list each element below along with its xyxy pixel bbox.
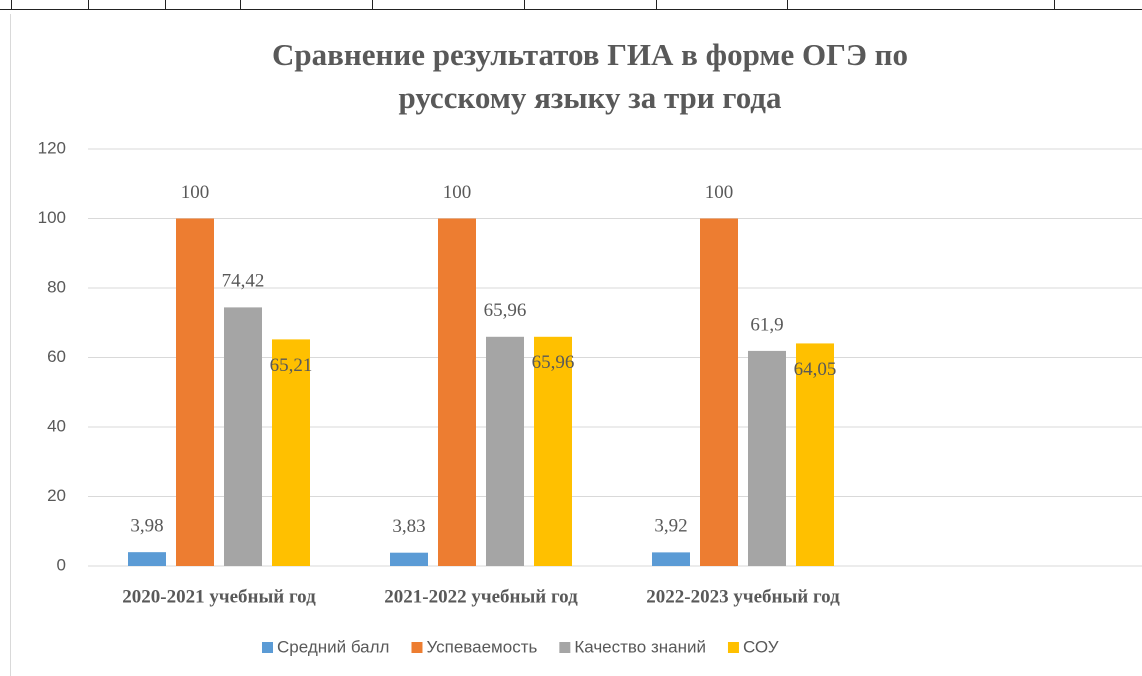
legend-label: СОУ (743, 637, 779, 656)
chart-title: Сравнение результатов ГИА в форме ОГЭ по (272, 37, 908, 72)
data-label: 3,92 (654, 516, 687, 537)
y-tick-label: 40 (47, 416, 66, 435)
legend-swatch (411, 642, 423, 653)
table-border (0, 0, 1142, 10)
y-tick-label: 120 (38, 138, 66, 157)
bar (176, 218, 214, 566)
x-tick-label: 2022-2023 учебный год (646, 586, 840, 607)
data-label: 65,96 (484, 300, 527, 321)
bar (700, 218, 738, 566)
bar (224, 307, 262, 566)
legend-label: Качество знаний (574, 637, 706, 656)
bar (652, 552, 690, 566)
x-tick-label: 2021-2022 учебный год (384, 586, 578, 607)
data-label: 3,98 (130, 516, 163, 537)
chart-title: русскому языку за три года (399, 80, 782, 115)
legend-label: Средний балл (277, 637, 389, 656)
data-label: 100 (705, 182, 734, 203)
bar (272, 339, 310, 566)
x-tick-label: 2020-2021 учебный год (122, 586, 316, 607)
bar (796, 343, 834, 566)
y-tick-label: 0 (57, 555, 66, 574)
data-label: 65,21 (270, 355, 313, 376)
bar (534, 336, 572, 566)
data-label: 65,96 (532, 352, 575, 373)
bar (128, 552, 166, 566)
bar (438, 218, 476, 566)
bar (748, 350, 786, 566)
data-label: 100 (443, 182, 472, 203)
y-tick-label: 80 (47, 277, 66, 296)
data-label: 3,83 (392, 516, 425, 537)
data-label: 64,05 (794, 359, 837, 380)
y-tick-label: 20 (47, 486, 66, 505)
legend-label: Успеваемость (426, 637, 537, 656)
data-label: 61,9 (750, 314, 783, 335)
bar (486, 336, 524, 566)
legend-swatch (262, 642, 273, 653)
y-tick-label: 60 (47, 347, 66, 366)
bar (390, 552, 428, 566)
data-label: 100 (181, 182, 210, 203)
legend-swatch (727, 642, 739, 653)
y-tick-label: 100 (38, 208, 66, 227)
legend-swatch (559, 642, 571, 653)
data-label: 74,42 (222, 271, 265, 292)
